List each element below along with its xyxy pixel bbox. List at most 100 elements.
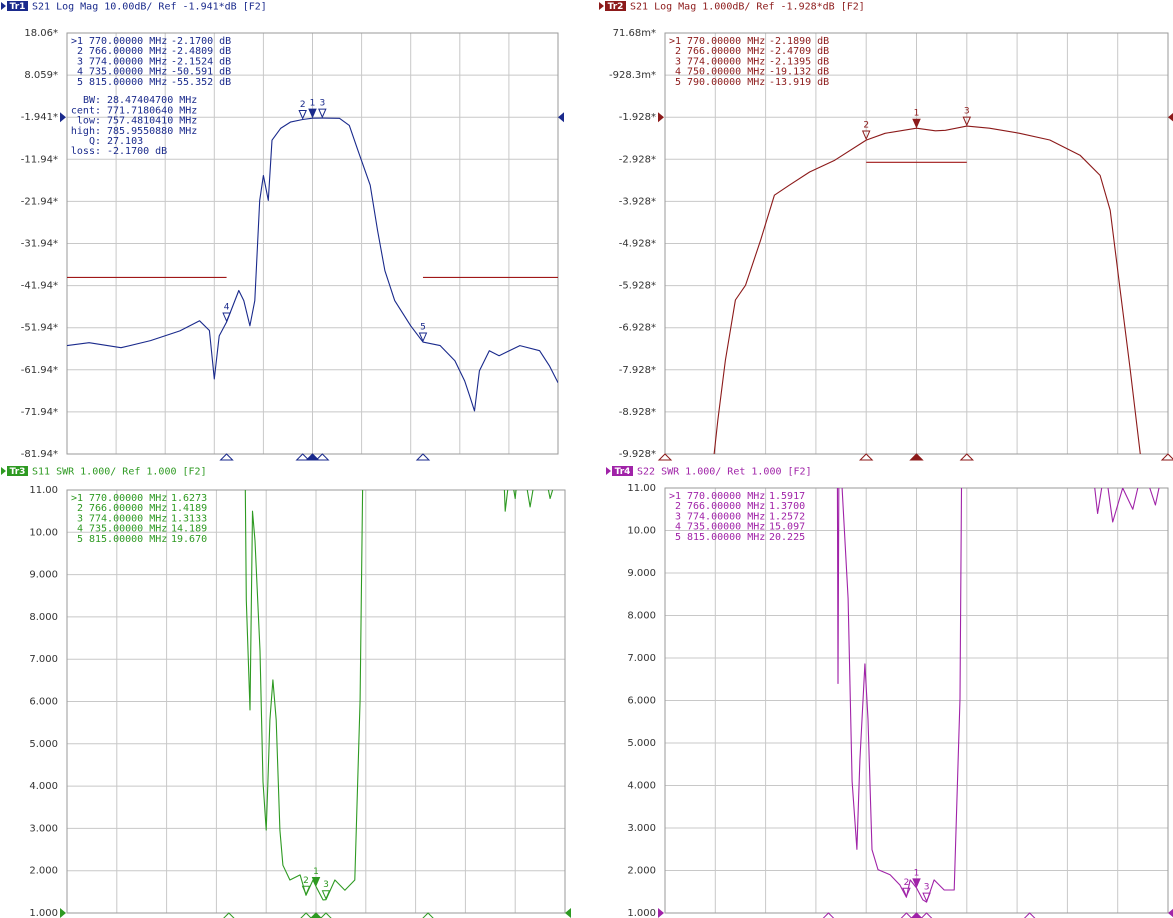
marker-value: -2.4709 dB <box>769 46 829 57</box>
marker-freq: 774.00000 MHz <box>687 56 765 67</box>
marker-indicator <box>310 912 322 918</box>
marker-indicator <box>315 453 330 461</box>
marker-label: 2 <box>77 503 83 514</box>
y-tick-label: -1.941* <box>21 112 58 123</box>
header-arrow <box>599 2 604 10</box>
marker-label: 4 <box>77 67 83 78</box>
marker-id: 4 <box>224 303 230 313</box>
marker-freq: 815.00000 MHz <box>687 532 765 543</box>
marker-value: -2.1395 dB <box>769 56 829 67</box>
marker-indicator <box>1160 453 1173 461</box>
marker-indicator <box>1023 912 1036 918</box>
marker-glyph <box>308 108 317 119</box>
marker-id: 2 <box>303 876 309 886</box>
trace-badge <box>7 466 28 476</box>
plot-area: 12 3 4 5 <box>67 99 558 412</box>
y-tick-label: 5.000 <box>29 739 58 750</box>
marker-value: -55.352 dB <box>171 77 231 88</box>
marker-indicator <box>822 912 835 918</box>
y-tick-label: -5.928* <box>619 281 656 292</box>
marker-label: 2 <box>77 46 83 57</box>
y-tick-label: 4.000 <box>627 781 656 792</box>
y-tick-label: -3.928* <box>619 196 656 207</box>
y-tick-label: -51.94* <box>21 323 58 334</box>
marker-value: 20.225 <box>769 532 805 543</box>
y-tick-label: -928.3m* <box>609 70 656 81</box>
marker-label: 3 <box>77 513 83 524</box>
marker-value: -2.4809 dB <box>171 46 231 57</box>
trace-id: Tr2 <box>608 2 624 12</box>
stat-key: low: <box>77 116 101 127</box>
y-tick-label: -11.94* <box>21 154 58 165</box>
ref-arrow <box>1168 908 1173 918</box>
stat-value: 785.9550880 MHz <box>107 126 197 137</box>
marker-freq: 774.00000 MHz <box>89 513 167 524</box>
y-tick-label: 2.000 <box>627 866 656 877</box>
marker-id: 1 <box>310 99 316 109</box>
marker-value: 1.6273 <box>171 493 207 504</box>
ref-arrow <box>558 112 564 123</box>
marker-id: 5 <box>425 104 431 114</box>
trace-id: Tr3 <box>10 467 26 477</box>
trace-line <box>67 117 558 412</box>
trace-id: Tr4 <box>615 467 631 477</box>
y-tick-label: 6.000 <box>627 696 656 707</box>
marker-id: 3 <box>319 99 325 109</box>
y-tick-label: 71.68m* <box>613 28 656 39</box>
marker-indicator <box>909 453 924 461</box>
marker-id: 1 <box>914 109 920 119</box>
y-tick-label: 18.06* <box>24 28 58 39</box>
marker-value: -2.1890 dB <box>769 36 829 47</box>
trace-id: Tr1 <box>10 2 26 12</box>
marker-indicator <box>305 453 320 461</box>
stat-key: cent: <box>71 105 101 116</box>
marker-label: 5 <box>675 77 681 88</box>
marker-freq: 766.00000 MHz <box>687 46 765 57</box>
marker-value: 1.4189 <box>171 503 207 514</box>
y-tick-label: -4.928* <box>619 239 656 250</box>
marker-indicator <box>910 912 923 918</box>
marker-freq: 770.00000 MHz <box>687 491 765 502</box>
trace-badge <box>605 1 626 11</box>
marker-freq: 750.00000 MHz <box>687 67 765 78</box>
y-tick-label: 10.00 <box>29 527 58 538</box>
marker-id: 5 <box>420 323 426 333</box>
marker-freq: 770.00000 MHz <box>89 493 167 504</box>
y-tick-label: 5.000 <box>627 738 656 749</box>
y-tick-label: -9.928* <box>619 449 656 460</box>
marker-freq: 770.00000 MHz <box>687 36 765 47</box>
marker-freq: 774.00000 MHz <box>89 56 167 67</box>
marker-glyph <box>902 887 911 898</box>
y-tick-label: 3.000 <box>627 823 656 834</box>
y-tick-label: -71.94* <box>21 407 58 418</box>
ref-arrow <box>658 908 664 918</box>
y-tick-label: 7.000 <box>627 653 656 664</box>
marker-id: 2 <box>300 100 306 110</box>
marker-indicator <box>858 453 874 461</box>
marker-label: 4 <box>675 522 681 533</box>
marker-id: 3 <box>964 107 970 117</box>
marker-label: 1 <box>77 36 83 47</box>
marker-glyph <box>318 108 327 119</box>
y-tick-label: 4.000 <box>29 781 58 792</box>
marker-value: -2.1524 dB <box>171 56 231 67</box>
marker-glyph <box>962 116 972 127</box>
marker-flag: > <box>71 36 77 47</box>
marker-freq: 774.00000 MHz <box>687 511 765 522</box>
marker-id: 3 <box>323 880 329 890</box>
marker-glyph <box>825 305 832 313</box>
marker-label: 5 <box>77 77 83 88</box>
marker-value: 14.189 <box>171 524 207 535</box>
marker-id: 2 <box>904 878 910 888</box>
ref-arrow <box>60 112 66 123</box>
header-arrow <box>606 467 611 475</box>
marker-label: 3 <box>675 56 681 67</box>
marker-indicator <box>422 912 434 918</box>
marker-label: 2 <box>675 46 681 57</box>
marker-label: 5 <box>675 532 681 543</box>
y-tick-label: -2.928* <box>619 154 656 165</box>
marker-freq: 815.00000 MHz <box>89 534 167 545</box>
ref-arrow <box>658 112 664 123</box>
